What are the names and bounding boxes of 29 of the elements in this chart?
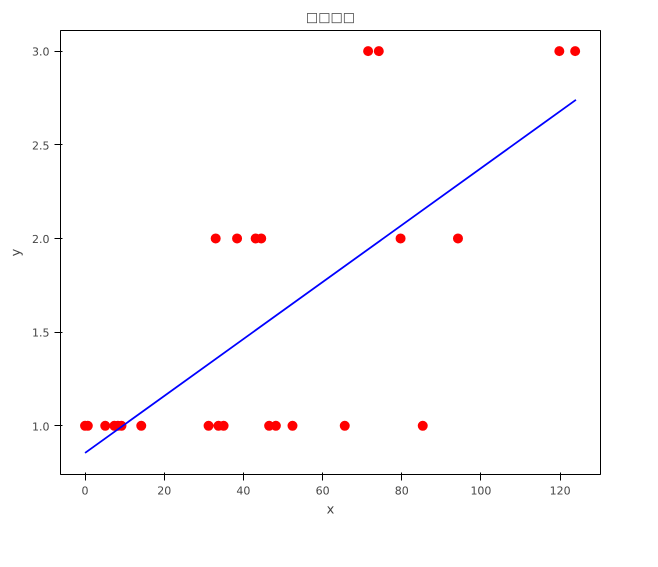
point: [452, 233, 463, 244]
point: [204, 420, 214, 431]
point: [418, 420, 428, 431]
point: [340, 420, 350, 431]
x-tick-label: 60: [316, 484, 330, 498]
point: [554, 46, 564, 56]
x-tick-label: 0: [82, 484, 89, 498]
point: [374, 46, 384, 56]
y-tick-label: 2.5: [32, 139, 50, 152]
x-tick-label: 120: [550, 484, 571, 498]
x-tick-label: 40: [236, 484, 250, 498]
y-tick-label: 3.0: [32, 46, 50, 59]
x-tick-label: 20: [157, 484, 172, 498]
point: [396, 233, 406, 244]
y-tick-label: 1.0: [32, 420, 50, 434]
point: [210, 233, 221, 244]
point: [570, 46, 580, 56]
x-axis-title: x: [326, 502, 335, 518]
y-tick-label: 1.5: [32, 326, 50, 340]
x-tick-label: 80: [394, 484, 409, 498]
y-tick-label: 2.0: [32, 232, 50, 246]
point: [136, 420, 146, 431]
point: [100, 420, 110, 431]
y-axis-title: y: [9, 248, 24, 256]
point: [363, 46, 374, 56]
point: [232, 233, 242, 244]
x-tick-label: 100: [470, 484, 492, 498]
point: [287, 420, 298, 431]
chart-title: □□□□: [306, 10, 356, 26]
